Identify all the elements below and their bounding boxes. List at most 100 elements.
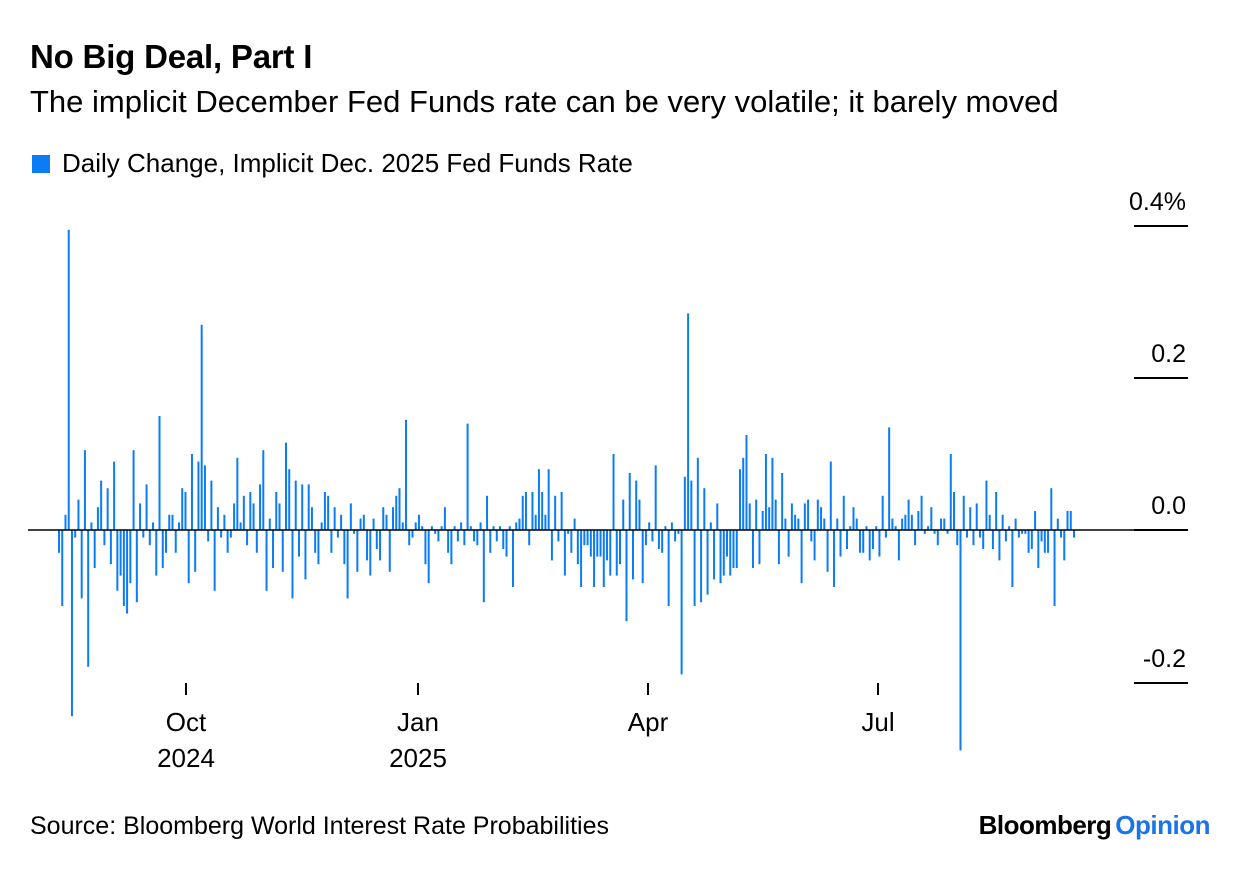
bar	[430, 526, 433, 530]
bar	[771, 457, 774, 530]
bar	[482, 530, 485, 603]
bar	[453, 526, 456, 530]
bar	[1069, 511, 1072, 530]
y-tick-label: 0.4%	[1129, 188, 1186, 216]
bar	[807, 499, 810, 530]
bar	[975, 503, 978, 530]
bar	[541, 492, 544, 530]
x-tick-label: Jul	[861, 707, 894, 737]
bar	[567, 530, 570, 534]
y-tick-label: 0.2	[1151, 340, 1186, 368]
chart-title: No Big Deal, Part I	[30, 38, 313, 75]
bar	[644, 530, 647, 546]
y-tick-label: -0.2	[1143, 645, 1186, 673]
bar	[440, 526, 443, 530]
bar	[90, 522, 93, 530]
bar	[249, 492, 252, 530]
bar	[716, 503, 719, 530]
bar	[398, 488, 401, 530]
bar	[855, 518, 858, 530]
bar	[635, 480, 638, 530]
bar	[619, 530, 622, 565]
bar	[677, 530, 680, 534]
bar	[580, 530, 583, 587]
bar	[1047, 530, 1050, 553]
bar	[100, 480, 103, 530]
bar	[1060, 530, 1063, 538]
bar	[661, 530, 664, 553]
bar	[77, 499, 80, 530]
bar	[748, 503, 751, 530]
bar	[375, 530, 378, 549]
bar	[978, 530, 981, 538]
bar	[946, 530, 949, 534]
bar	[589, 530, 592, 557]
bar	[651, 530, 654, 542]
bar	[505, 530, 508, 557]
bar	[965, 530, 968, 538]
bar	[479, 522, 482, 530]
bar	[713, 530, 716, 580]
bar	[732, 530, 735, 568]
bar	[197, 461, 200, 530]
bar	[894, 526, 897, 530]
bar	[216, 507, 219, 530]
bar	[726, 530, 729, 557]
bar	[988, 514, 991, 530]
bar	[417, 514, 420, 530]
bar	[560, 492, 563, 530]
bar	[810, 530, 813, 542]
bar	[764, 454, 767, 530]
bar	[1066, 511, 1069, 530]
bar	[1011, 530, 1014, 587]
bar	[1053, 530, 1056, 606]
bar	[985, 480, 988, 530]
bar	[385, 514, 388, 530]
bar	[521, 495, 524, 530]
bar	[583, 530, 586, 546]
bar	[995, 492, 998, 530]
chart-subtitle: The implicit December Fed Funds rate can…	[30, 84, 1059, 119]
bar	[729, 530, 732, 576]
bar	[683, 476, 686, 530]
bar	[927, 526, 930, 530]
bar	[207, 530, 210, 542]
bar	[278, 503, 281, 530]
bar	[1024, 530, 1027, 534]
bar	[904, 514, 907, 530]
bar	[272, 530, 275, 568]
bar	[404, 419, 407, 530]
bar	[408, 530, 411, 546]
bar	[991, 530, 994, 549]
bar	[914, 530, 917, 546]
bar	[291, 530, 294, 599]
x-tick-label: Oct	[166, 707, 207, 737]
bar	[1004, 530, 1007, 542]
bar	[246, 530, 249, 546]
bar	[570, 530, 573, 553]
bar	[106, 488, 109, 530]
bar	[307, 484, 310, 530]
bar	[781, 473, 784, 530]
bar	[489, 530, 492, 553]
bar	[550, 530, 553, 561]
bar	[460, 522, 463, 530]
bar	[602, 530, 605, 587]
bar	[268, 518, 271, 530]
x-axis: Oct 2024 Jan 2025 Apr Jul	[157, 683, 895, 773]
bar	[722, 530, 725, 576]
bar	[165, 530, 168, 553]
bar	[129, 530, 132, 584]
bar	[628, 473, 631, 530]
bar	[797, 518, 800, 530]
x-tick-year: 2025	[389, 743, 447, 773]
bar	[502, 530, 505, 549]
bar	[58, 530, 60, 553]
bar	[259, 484, 262, 530]
bar	[294, 480, 297, 530]
bar	[369, 530, 372, 576]
bar	[563, 530, 566, 576]
bar	[706, 530, 709, 595]
bar	[888, 427, 891, 530]
